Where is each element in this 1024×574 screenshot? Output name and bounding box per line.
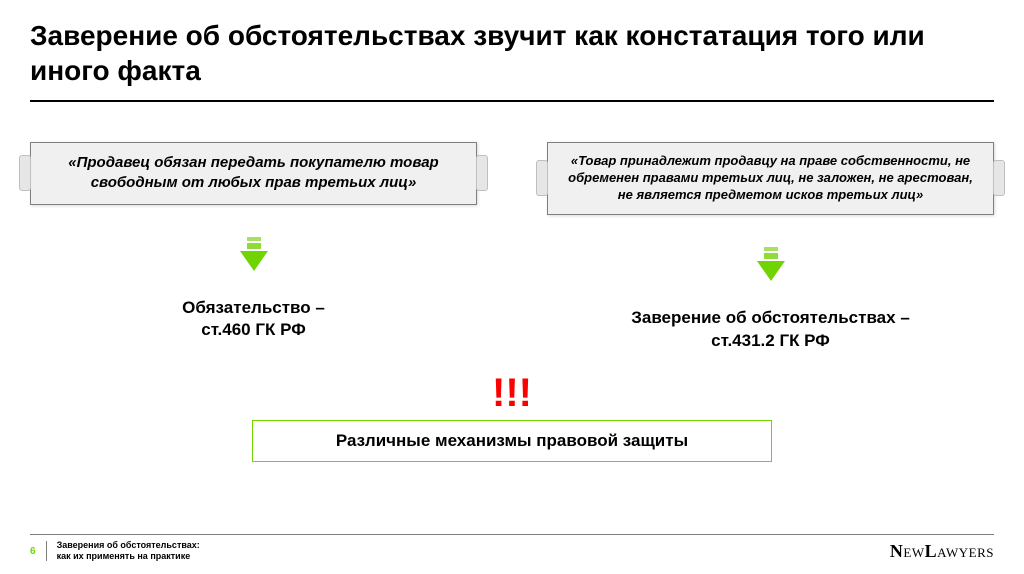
left-conclusion: Обязательство – ст.460 ГК РФ — [182, 297, 325, 343]
right-conclusion-line2: ст.431.2 ГК РФ — [631, 330, 910, 353]
left-column: «Продавец обязан передать покупателю тов… — [30, 142, 477, 353]
right-quote-box: «Товар принадлежит продавцу на праве соб… — [547, 142, 994, 215]
logo: NewLawyers — [890, 541, 994, 562]
arrow-down-icon — [234, 237, 274, 277]
left-conclusion-line2: ст.460 ГК РФ — [182, 319, 325, 342]
mechanism-box: Различные механизмы правовой защиты — [252, 420, 772, 462]
columns: «Продавец обязан передать покупателю тов… — [30, 142, 994, 353]
footer-divider — [30, 534, 994, 535]
page-number: 6 — [30, 546, 36, 557]
arrow-down-icon — [751, 247, 791, 287]
content-area: «Продавец обязан передать покупателю тов… — [0, 102, 1024, 502]
footer-subtitle-line1: Заверения об обстоятельствах: — [57, 540, 200, 551]
footer: 6 Заверения об обстоятельствах: как их п… — [0, 540, 1024, 562]
page-title: Заверение об обстоятельствах звучит как … — [30, 18, 994, 88]
footer-vline — [46, 541, 47, 561]
right-column: «Товар принадлежит продавцу на праве соб… — [547, 142, 994, 353]
footer-subtitle-line2: как их применять на практике — [57, 551, 200, 562]
right-conclusion-line1: Заверение об обстоятельствах – — [631, 307, 910, 330]
left-quote-box: «Продавец обязан передать покупателю тов… — [30, 142, 477, 205]
right-conclusion: Заверение об обстоятельствах – ст.431.2 … — [631, 307, 910, 353]
left-conclusion-line1: Обязательство – — [182, 297, 325, 320]
exclamation-text: !!! — [30, 371, 994, 416]
footer-left: 6 Заверения об обстоятельствах: как их п… — [30, 540, 200, 562]
footer-subtitle: Заверения об обстоятельствах: как их при… — [57, 540, 200, 562]
